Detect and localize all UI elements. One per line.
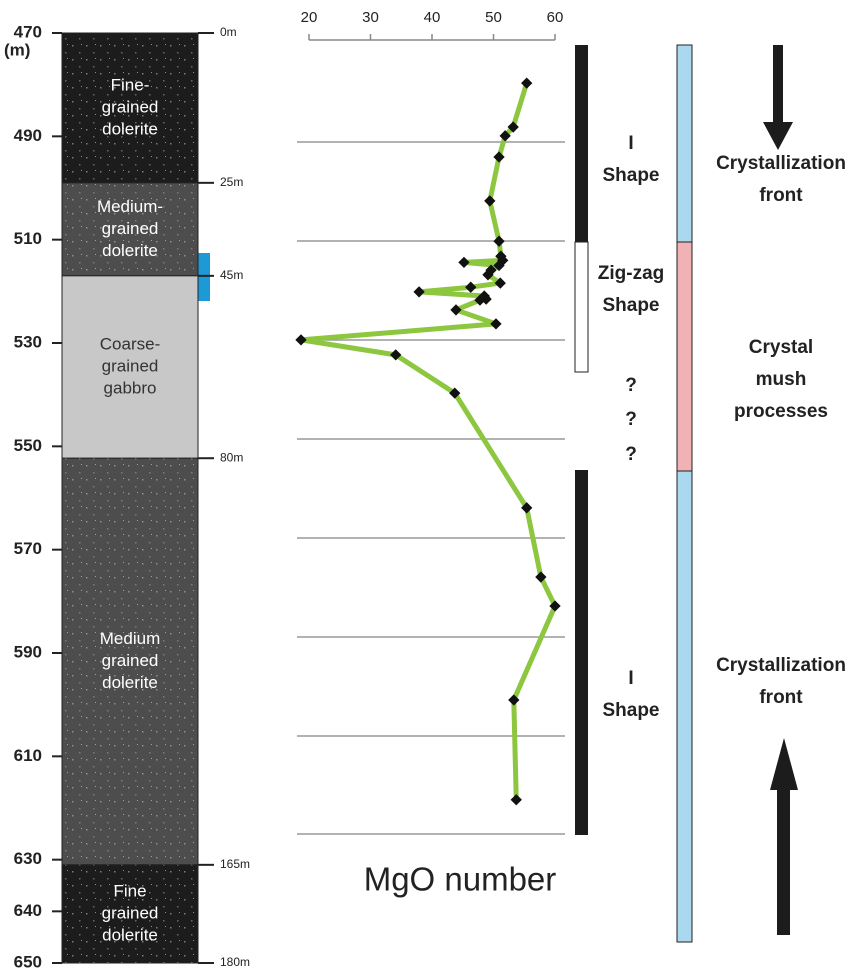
layer-label: grained: [102, 903, 159, 922]
layer-label: Medium: [100, 629, 160, 648]
shape-label: ?: [625, 409, 637, 430]
shape-label: Shape: [602, 165, 659, 186]
x-tick-label: 20: [301, 9, 318, 26]
layer-label: dolerite: [102, 925, 158, 944]
layer-label: Fine: [113, 881, 146, 900]
data-point: [521, 77, 532, 88]
y-axis-label: (m): [4, 40, 30, 59]
depth-label: 25m: [220, 175, 243, 189]
layer-label: grained: [102, 219, 159, 238]
data-point: [484, 195, 495, 206]
y-tick-label: 490: [14, 126, 42, 145]
y-tick-label: 570: [14, 539, 42, 558]
y-tick-label: 530: [14, 332, 42, 351]
depth-label: 80m: [220, 450, 243, 464]
y-tick-label: 640: [14, 901, 42, 920]
reference-lines: [297, 142, 565, 834]
data-point: [511, 794, 522, 805]
layer-label: dolerite: [102, 119, 158, 138]
layer-label: Coarse-: [100, 335, 160, 354]
process-label: Crystallization: [716, 655, 846, 676]
depth-label: 180m: [220, 955, 250, 969]
x-tick-label: 30: [362, 9, 379, 26]
arrows: [763, 45, 798, 935]
layer-label: grained: [102, 651, 159, 670]
process-bars: [677, 45, 692, 942]
figure: MgO number (m) Fine-grained dolerite Mediu…: [0, 0, 861, 971]
y-tick-label: 510: [14, 229, 42, 248]
sample-marker: [197, 253, 210, 301]
x-tick-label: 40: [424, 9, 441, 26]
y-tick-label: 590: [14, 642, 42, 661]
process-label: Crystallization: [716, 153, 846, 174]
shape-bars: [575, 45, 588, 835]
process-label: front: [759, 687, 803, 708]
shape-label: Zig-zag: [598, 263, 665, 284]
depth-label: 165m: [220, 857, 250, 871]
process-label: mush: [756, 369, 807, 390]
data-point: [458, 257, 469, 268]
data-point: [413, 286, 424, 297]
y-tick-label: 650: [14, 952, 42, 971]
layer-label: Medium-: [97, 197, 163, 216]
shape-label: ?: [625, 444, 637, 465]
process-label: front: [759, 185, 803, 206]
shape-label: Shape: [602, 295, 659, 316]
data-point: [493, 151, 504, 162]
profile-line: [301, 83, 555, 800]
y-tick-label: 610: [14, 746, 42, 765]
layer-label: dolerite: [102, 241, 158, 260]
data-point: [295, 334, 306, 345]
layer-label: grained: [102, 357, 159, 376]
layer-label: Fine-: [111, 75, 150, 94]
process-label: processes: [734, 401, 828, 422]
layer-label: dolerite: [102, 673, 158, 692]
data-point: [465, 282, 476, 293]
x-tick-label: 50: [485, 9, 502, 26]
shape-label: I: [628, 133, 633, 154]
x-axis-label: MgO number: [364, 861, 557, 898]
y-tick-label: 630: [14, 849, 42, 868]
shape-label: I: [628, 668, 633, 689]
layer-label: gabbro: [104, 379, 157, 398]
layer-label: grained: [102, 97, 159, 116]
depth-label: 0m: [220, 25, 237, 39]
data-point: [493, 236, 504, 247]
depth-label: 45m: [220, 268, 243, 282]
shape-label: Shape: [602, 700, 659, 721]
y-tick-label: 470: [14, 22, 42, 41]
shape-label: ?: [625, 375, 637, 396]
y-tick-label: 550: [14, 436, 42, 455]
x-tick-label: 60: [547, 9, 564, 26]
process-label: Crystal: [749, 337, 813, 358]
